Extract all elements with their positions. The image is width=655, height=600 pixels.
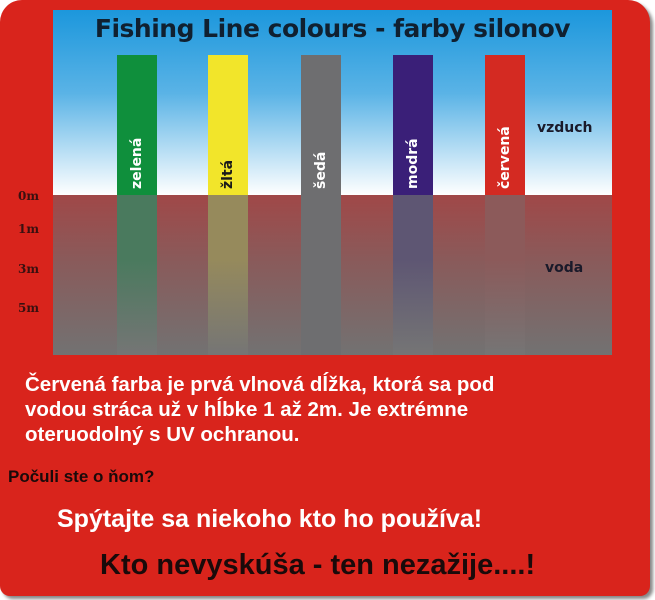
depth-tick: 3m [18,262,40,276]
water-label: voda [545,260,584,276]
question-text: Počuli ste o ňom? [8,467,155,486]
line-underwater-segment [393,195,433,355]
line-underwater-segment [208,195,248,355]
ask-text: Spýtajte sa niekoho kto ho používa! [57,505,483,533]
line-color-label: modrá [405,138,421,189]
depth-tick: 1m [18,222,40,236]
line-color-bar: modrá [393,55,433,195]
description-line: Červená farba je prvá vlnová dĺžka, ktor… [25,373,495,396]
line-color-label: zelená [129,137,145,189]
line-color-label: žltá [220,159,236,189]
line-color-label: šedá [313,151,329,189]
depth-tick: 0m [18,189,40,203]
description-line: oteruodolný s UV ochranou. [25,423,300,446]
description-line: vodou stráca už v hĺbke 1 až 2m. Je extr… [25,398,469,421]
air-label: vzduch [537,120,593,136]
line-color-label: červená [497,126,513,189]
line-color-bar: žltá [208,55,248,195]
line-color-bar: zelená [117,55,157,195]
line-underwater-segment [117,195,157,355]
line-color-bar: červená [485,55,525,195]
diagram-panel: Fishing Line colours - farby silonov zel… [53,10,612,355]
line-color-bar: šedá [301,55,341,195]
depth-tick: 5m [18,301,40,315]
line-underwater-segment [485,195,525,355]
description-paragraph: Červená farba je prvá vlnová dĺžka, ktor… [25,372,635,447]
closing-text: Kto nevyskúša - ten nezažije....! [100,549,536,581]
diagram-title: Fishing Line colours - farby silonov [94,14,571,43]
line-underwater-segment [301,195,341,355]
